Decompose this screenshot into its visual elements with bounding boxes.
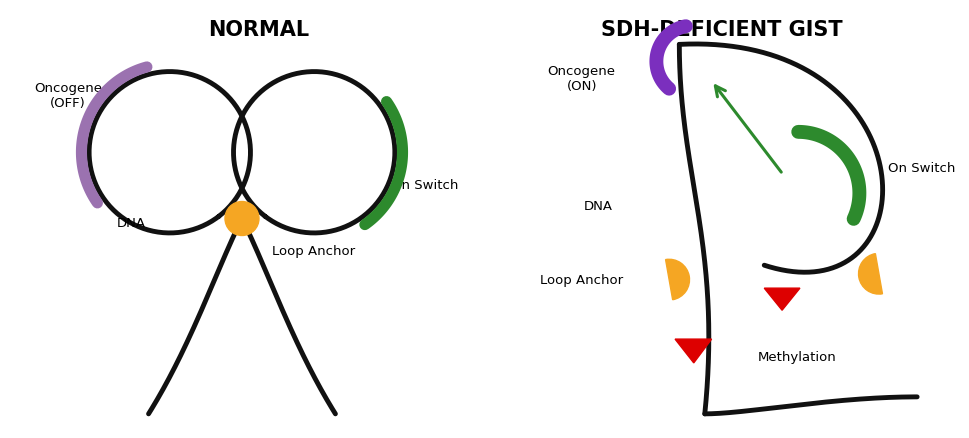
Wedge shape [858,254,882,294]
Wedge shape [665,260,689,300]
Text: Methylation: Methylation [757,350,835,363]
Text: Oncogene
(OFF): Oncogene (OFF) [34,82,102,110]
Text: On Switch: On Switch [887,162,954,175]
Text: SDH-DEFICIENT GIST: SDH-DEFICIENT GIST [601,20,842,40]
Circle shape [225,202,259,236]
Text: Loop Anchor: Loop Anchor [540,273,622,286]
Polygon shape [764,289,799,311]
Text: DNA: DNA [117,217,146,230]
Text: NORMAL: NORMAL [208,20,309,40]
Text: On Switch: On Switch [391,179,457,191]
Text: Oncogene
(ON): Oncogene (ON) [547,65,615,93]
Polygon shape [674,339,711,363]
Text: Loop Anchor: Loop Anchor [271,245,355,258]
Text: DNA: DNA [583,200,612,213]
